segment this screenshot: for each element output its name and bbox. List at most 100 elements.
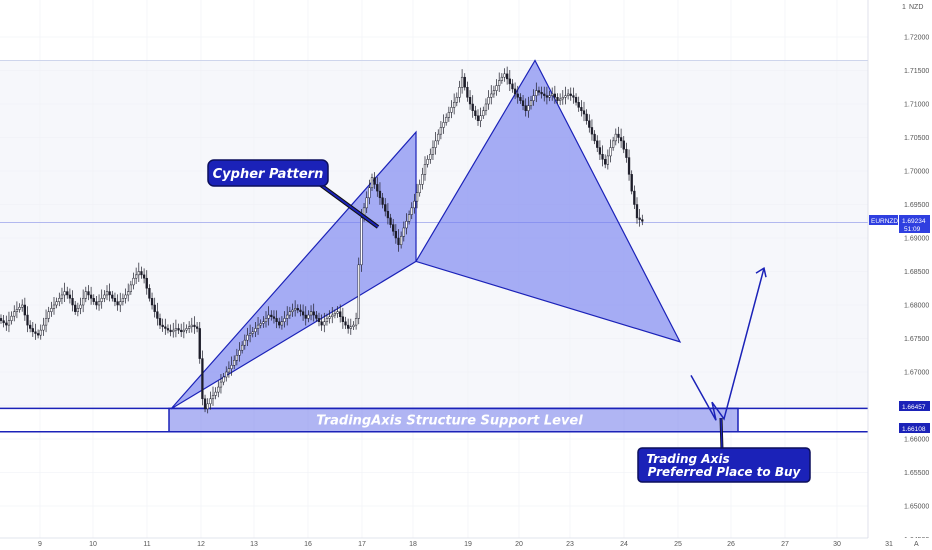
candle-body	[251, 331, 254, 334]
candle-body	[418, 184, 421, 194]
candle-body	[137, 271, 140, 276]
buy-projection-path[interactable]	[690, 267, 765, 421]
candle-body	[100, 298, 103, 302]
candle-body	[166, 328, 170, 331]
candle-body	[256, 324, 260, 329]
candle-body	[339, 311, 342, 317]
candle-body	[460, 76, 464, 88]
candle-body	[543, 93, 546, 96]
background-bands	[0, 0, 868, 408]
candle-body	[10, 315, 13, 321]
candle-body	[153, 304, 156, 312]
y-tick-label: 1.72000	[904, 35, 929, 42]
candle-body	[476, 115, 480, 121]
candle-body	[26, 314, 29, 326]
candle-body	[320, 321, 323, 326]
cypher-pattern-pointer-inner	[317, 182, 379, 228]
y-tick-label: 1.70500	[904, 135, 929, 142]
candle-body	[492, 90, 496, 95]
x-tick-label: 27	[781, 541, 789, 548]
y-tick-label: 1.68500	[904, 269, 929, 276]
y-tick-label: 1.69000	[904, 236, 929, 243]
candle-body	[410, 207, 413, 215]
candle-body	[400, 236, 403, 245]
candle-body	[309, 311, 313, 316]
candle-body	[625, 148, 628, 158]
x-tick-label: 10	[89, 541, 97, 548]
price-axis-panel[interactable]	[868, 0, 932, 550]
candle-body	[2, 320, 5, 324]
candle-body	[582, 110, 586, 115]
y-tick-label: 1.67500	[904, 336, 929, 343]
candle-body	[394, 231, 398, 239]
x-tick-label: 26	[727, 541, 735, 548]
candle-body	[97, 301, 101, 306]
candle-body	[142, 274, 146, 279]
candle-body	[638, 217, 641, 220]
candle-body	[172, 329, 175, 333]
candle-body	[156, 311, 159, 319]
candle-body	[23, 304, 27, 316]
countdown-text: 51:09	[904, 226, 921, 233]
candle-body	[437, 133, 440, 142]
candle-body	[495, 85, 498, 91]
candle-body	[635, 204, 639, 219]
candle-body	[630, 174, 633, 192]
candle-body	[291, 309, 294, 312]
candle-body	[42, 324, 45, 331]
candle-body	[241, 344, 244, 351]
candle-body	[270, 314, 273, 317]
candle-body	[190, 324, 193, 328]
candle-body	[466, 87, 469, 98]
y-tick-label: 1.71500	[904, 68, 929, 75]
candle-body	[71, 298, 74, 306]
candle-body	[92, 298, 95, 302]
candle-body	[323, 321, 326, 326]
candle-body	[468, 97, 472, 105]
last-price-tag-text: 1.69234	[902, 218, 926, 225]
candle-body	[604, 159, 607, 165]
candle-body	[116, 301, 119, 306]
x-tick-label: 12	[197, 541, 205, 548]
x-tick-label: 20	[515, 541, 523, 548]
candle-body	[548, 95, 551, 98]
candle-body	[556, 97, 559, 101]
candle-body	[508, 78, 511, 85]
buy-callout[interactable]	[637, 447, 811, 483]
candle-body	[540, 92, 543, 95]
x-tick-label: 25	[674, 541, 682, 548]
candle-body	[442, 122, 445, 128]
support-zone-label: TradingAxis Structure Support Level	[316, 414, 583, 429]
candle-body	[619, 137, 623, 142]
price-candles	[0, 66, 644, 414]
candle-body	[426, 159, 429, 165]
candle-body	[397, 237, 400, 245]
candle-body	[370, 177, 374, 188]
candle-body	[521, 100, 525, 106]
candle-body	[627, 157, 631, 175]
candle-body	[254, 328, 257, 333]
support-lower-tag-text: 1.66108	[902, 426, 926, 433]
candle-body	[336, 311, 339, 314]
candle-body	[193, 324, 196, 328]
candle-body	[559, 98, 562, 101]
cypher-pattern-callout[interactable]	[207, 159, 329, 187]
candle-body	[121, 298, 125, 302]
candle-body	[479, 115, 482, 121]
candle-body	[95, 301, 98, 306]
candle-body	[161, 324, 164, 328]
candle-body	[113, 298, 117, 302]
candle-body	[574, 97, 578, 103]
candle-body	[373, 177, 376, 185]
candle-body	[641, 219, 644, 222]
candle-body	[235, 355, 238, 361]
time-axis-panel[interactable]	[0, 538, 932, 550]
candle-body	[429, 154, 432, 160]
candle-body	[150, 298, 154, 306]
candle-body	[405, 221, 408, 229]
currency-label: NZD	[909, 4, 923, 11]
candle-body	[103, 294, 106, 299]
cypher-triangle-bcd[interactable]	[415, 59, 682, 343]
y-tick-label: 1.67000	[904, 370, 929, 377]
